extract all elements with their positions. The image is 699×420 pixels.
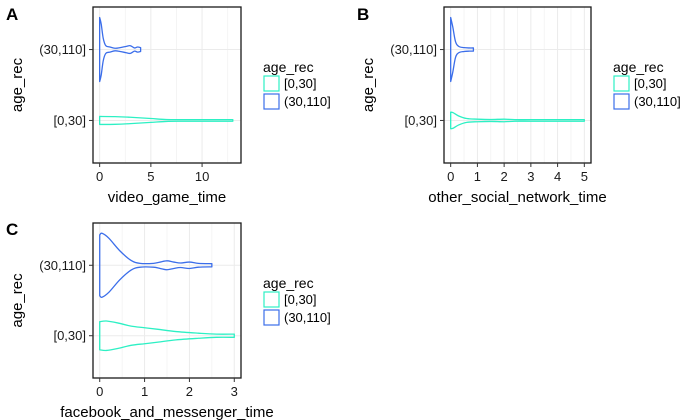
y-tick-label: [0,30] xyxy=(404,113,437,128)
legend: age_rec [0,30] (30,110] xyxy=(613,59,681,110)
violin-layer xyxy=(450,16,585,130)
grid-layer xyxy=(93,223,241,378)
panel-a: A 0 5 10 [0,30] (30,110] video_game_time ag… xyxy=(6,5,331,206)
x-axis-title: video_game_time xyxy=(108,189,226,206)
legend-key-0-30 xyxy=(263,75,280,92)
y-tick-layer: [0,30] (30,110] xyxy=(39,42,93,128)
violin-layer xyxy=(99,16,234,126)
y-tick-label: (30,110] xyxy=(39,258,86,273)
x-axis-title: other_social_network_time xyxy=(428,189,606,206)
plot-border xyxy=(92,6,242,164)
plot-border xyxy=(443,6,592,164)
y-tick-label: (30,110] xyxy=(39,42,86,57)
y-axis-title: age_rec xyxy=(360,57,377,112)
violin-layer xyxy=(99,232,235,352)
plot-border xyxy=(92,222,242,379)
x-tick-label: 3 xyxy=(527,169,534,184)
violin-0-30 xyxy=(99,115,234,126)
legend-key-0-30 xyxy=(263,291,280,308)
x-tick-label: 10 xyxy=(195,169,209,184)
violin-30-110 xyxy=(99,232,213,299)
x-tick-label: 5 xyxy=(147,169,154,184)
y-tick-layer: [0,30] (30,110] xyxy=(39,258,93,343)
legend-label-0-30: [0,30] xyxy=(284,292,317,307)
panel-c: C 0 1 2 3 [0,30] (30,110] facebook_and_messe… xyxy=(6,220,331,420)
x-tick-label: 5 xyxy=(581,169,588,184)
violin-0-30 xyxy=(450,111,585,130)
y-tick-label: [0,30] xyxy=(53,113,86,128)
grid-layer xyxy=(93,7,241,163)
x-tick-label: 1 xyxy=(474,169,481,184)
legend-key-30-110 xyxy=(613,93,630,110)
x-tick-layer: 0 1 2 3 4 5 xyxy=(447,163,588,184)
x-tick-label: 3 xyxy=(231,384,238,399)
panel-tag: C xyxy=(6,220,18,239)
y-axis-title: age_rec xyxy=(9,273,26,328)
y-tick-label: [0,30] xyxy=(53,328,86,343)
legend-title: age_rec xyxy=(613,59,664,75)
y-axis-title: age_rec xyxy=(9,57,26,112)
y-tick-label: (30,110] xyxy=(390,42,437,57)
x-tick-label: 2 xyxy=(501,169,508,184)
legend-key-0-30 xyxy=(613,75,630,92)
violin-0-30 xyxy=(99,320,235,352)
x-tick-label: 4 xyxy=(554,169,561,184)
violin-30-110 xyxy=(99,16,142,83)
legend-label-30-110: (30,110] xyxy=(284,310,331,325)
legend: age_rec [0,30] (30,110] xyxy=(263,59,331,110)
x-tick-label: 0 xyxy=(96,169,103,184)
legend-label-30-110: (30,110] xyxy=(284,94,331,109)
x-tick-label: 2 xyxy=(186,384,193,399)
x-tick-label: 0 xyxy=(447,169,454,184)
x-tick-layer: 0 5 10 xyxy=(96,163,209,184)
legend-key-30-110 xyxy=(263,309,280,326)
x-tick-label: 0 xyxy=(96,384,103,399)
legend-label-0-30: [0,30] xyxy=(634,76,667,91)
legend: age_rec [0,30] (30,110] xyxy=(263,275,331,326)
legend-label-30-110: (30,110] xyxy=(634,94,681,109)
legend-key-30-110 xyxy=(263,93,280,110)
panel-tag: B xyxy=(357,5,369,24)
legend-label-0-30: [0,30] xyxy=(284,76,317,91)
y-tick-layer: [0,30] (30,110] xyxy=(390,42,444,128)
x-tick-layer: 0 1 2 3 xyxy=(96,378,238,399)
x-tick-label: 1 xyxy=(141,384,148,399)
legend-title: age_rec xyxy=(263,275,314,291)
panel-b: B 0 1 2 3 4 5 [0,30] (30,110] other_social_net… xyxy=(357,5,681,206)
panel-tag: A xyxy=(6,5,18,24)
grid-layer xyxy=(444,7,591,163)
x-axis-title: facebook_and_messenger_time xyxy=(60,404,273,420)
legend-title: age_rec xyxy=(263,59,314,75)
violin-30-110 xyxy=(450,16,475,83)
